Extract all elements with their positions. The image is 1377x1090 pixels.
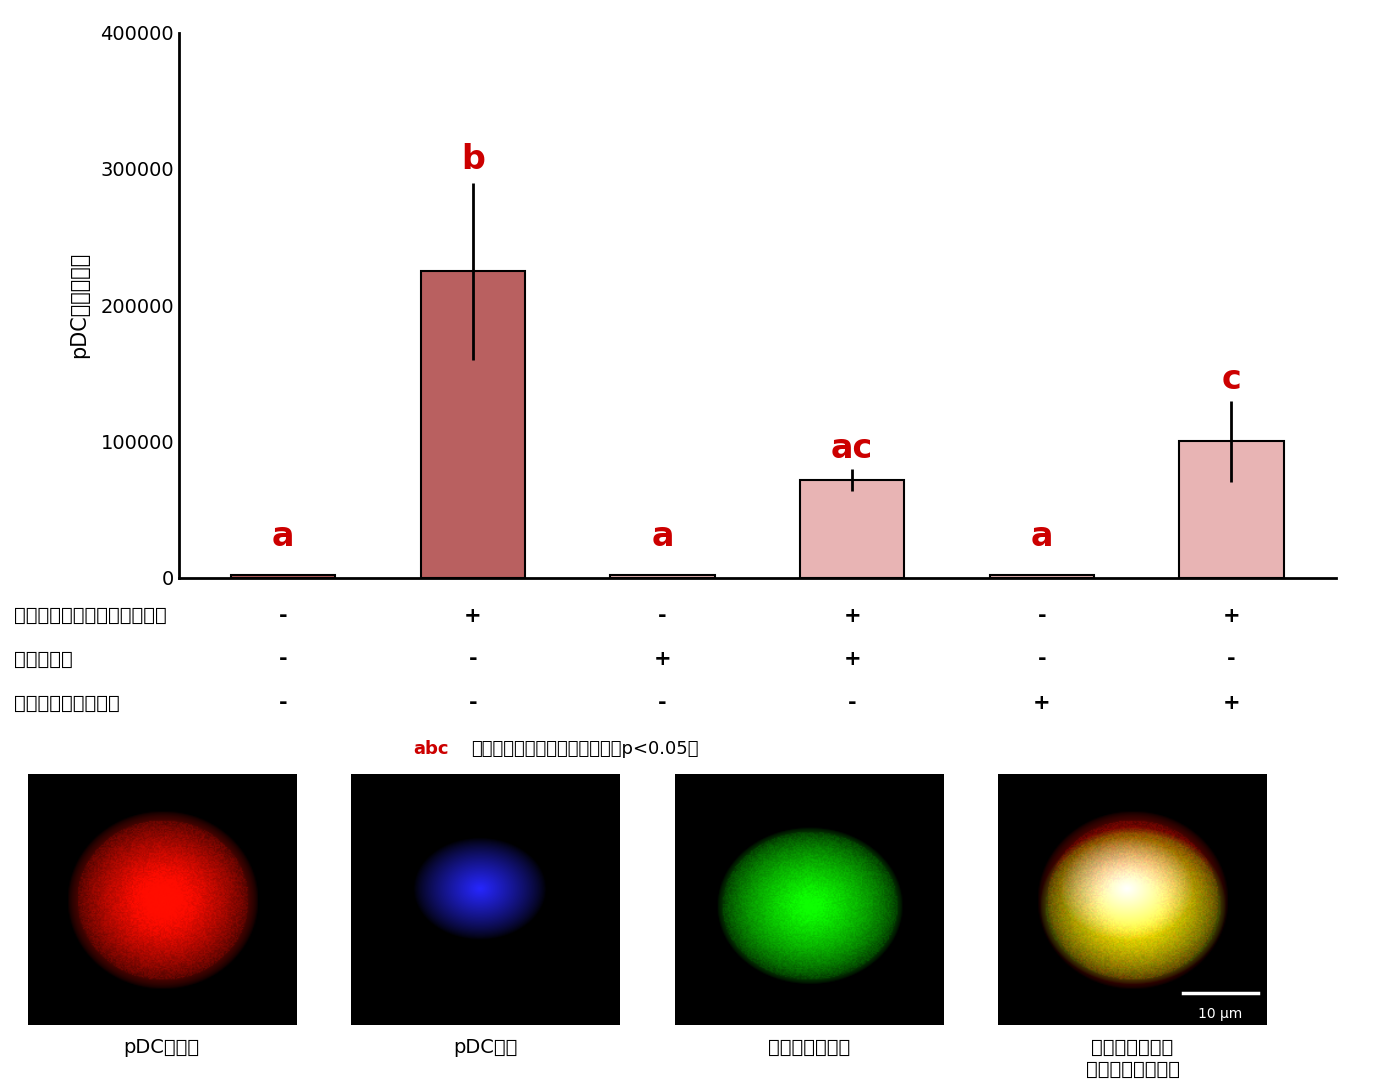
Text: c: c	[1221, 363, 1241, 397]
Text: +: +	[464, 606, 482, 626]
Text: -: -	[280, 693, 288, 713]
Text: 貪食阻害剤: 貪食阻害剤	[14, 650, 73, 669]
Text: +: +	[1033, 693, 1051, 713]
Text: 左の３枚の図を
重ね合わせた画像: 左の３枚の図を 重ね合わせた画像	[1085, 1038, 1180, 1079]
Text: -: -	[658, 693, 666, 713]
Text: ラクトフェリン: ラクトフェリン	[768, 1038, 850, 1056]
Text: pDCの核: pDCの核	[453, 1038, 518, 1056]
Text: +: +	[1223, 693, 1241, 713]
Text: -: -	[848, 693, 856, 713]
Text: ac: ac	[832, 432, 873, 464]
Text: -: -	[658, 606, 666, 626]
Bar	[421, 271, 525, 578]
Text: -: -	[280, 650, 288, 669]
Bar	[990, 576, 1093, 578]
Text: -: -	[1037, 606, 1047, 626]
Text: 蛍光標識したラクトフェリン: 蛍光標識したラクトフェリン	[14, 606, 167, 626]
Text: a: a	[651, 520, 673, 554]
Text: b: b	[461, 143, 485, 175]
Text: +: +	[843, 606, 861, 626]
Text: +: +	[843, 650, 861, 669]
Text: 10 μm: 10 μm	[1198, 1007, 1242, 1021]
Bar	[800, 480, 905, 578]
Text: -: -	[280, 606, 288, 626]
Text: -: -	[1037, 650, 1047, 669]
Text: ヌクレオリン阻害剤: ヌクレオリン阻害剤	[14, 693, 120, 713]
Text: ：異なる文字間で有意差あり（p<0.05）: ：異なる文字間で有意差あり（p<0.05）	[471, 740, 698, 758]
Bar	[231, 576, 336, 578]
Text: a: a	[273, 520, 295, 554]
Text: +: +	[1223, 606, 1241, 626]
Bar	[1179, 441, 1283, 578]
Text: -: -	[1227, 650, 1235, 669]
Y-axis label: pDCの蛍光強度: pDCの蛍光強度	[69, 252, 90, 359]
Text: +: +	[654, 650, 672, 669]
Text: -: -	[468, 650, 478, 669]
Bar	[610, 576, 715, 578]
Text: a: a	[1030, 520, 1053, 554]
Text: abc: abc	[413, 740, 449, 758]
Text: -: -	[468, 693, 478, 713]
Text: pDCの表面: pDCの表面	[124, 1038, 200, 1056]
